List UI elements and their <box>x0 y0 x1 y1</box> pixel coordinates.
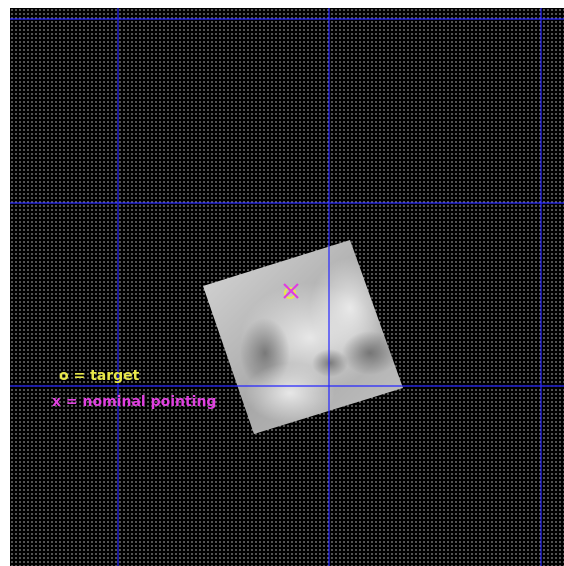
target-marker <box>284 287 296 299</box>
image-tile <box>203 240 403 434</box>
sky-image-panel: o = target x = nominal pointing <box>10 8 564 566</box>
coordinate-grid <box>10 8 564 566</box>
sky-image-canvas <box>10 8 564 566</box>
legend-target-label: o = target <box>59 368 140 384</box>
legend-nominal-pointing-label: x = nominal pointing <box>52 394 217 410</box>
nominal-pointing-marker <box>283 283 299 299</box>
